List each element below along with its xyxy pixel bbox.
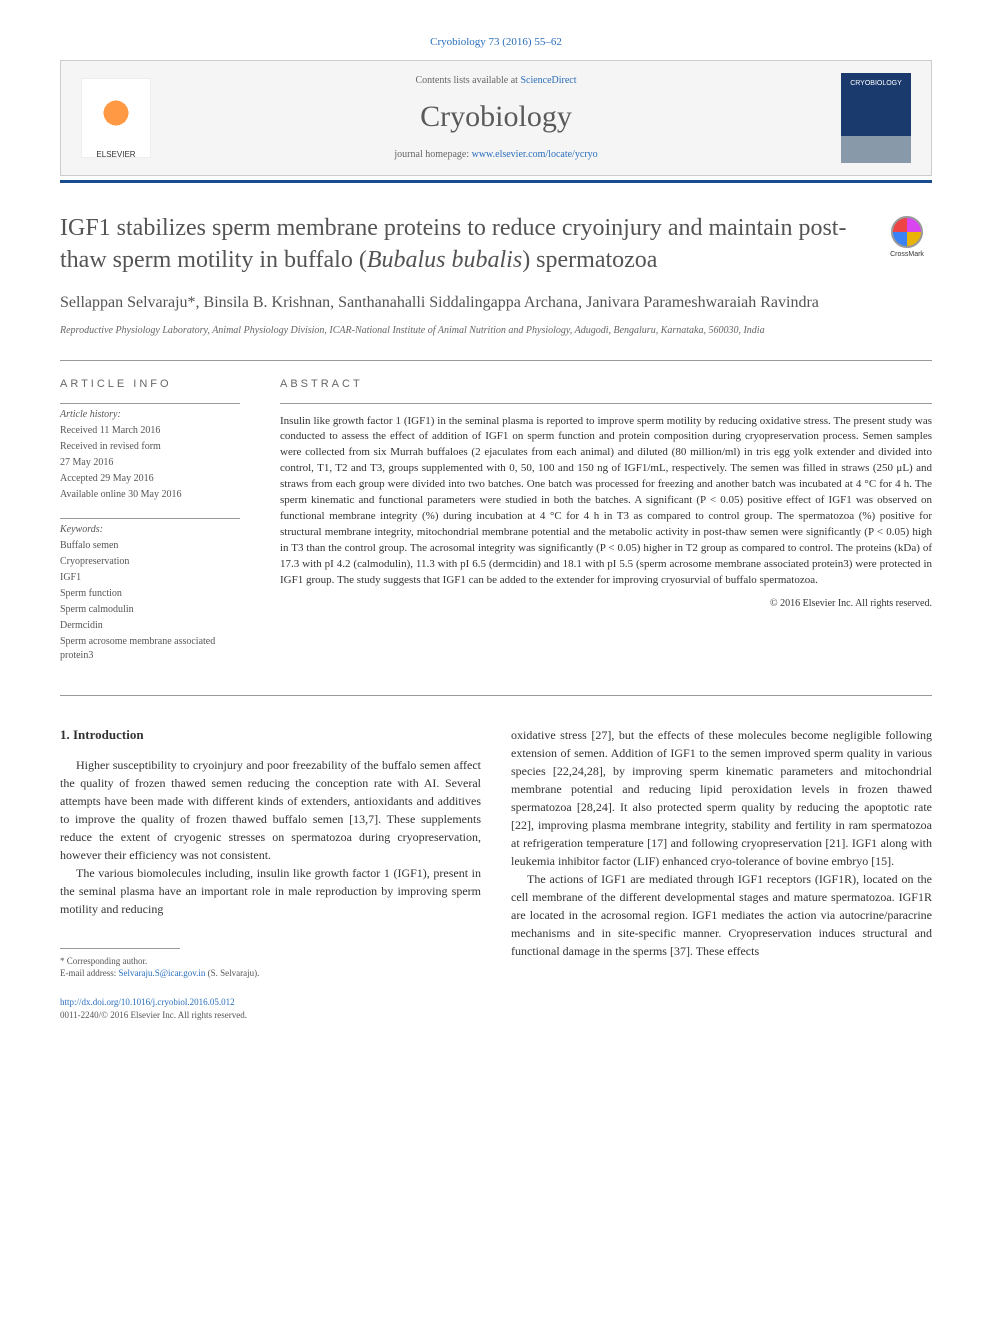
sciencedirect-link[interactable]: ScienceDirect xyxy=(520,75,576,86)
article-info-heading: ARTICLE INFO xyxy=(60,377,240,392)
journal-header-box: Contents lists available at ScienceDirec… xyxy=(60,60,932,176)
body-col-right: oxidative stress [27], but the effects o… xyxy=(511,726,932,1022)
header-center: Contents lists available at ScienceDirec… xyxy=(151,74,841,162)
abstract-text: Insulin like growth factor 1 (IGF1) in t… xyxy=(280,414,932,589)
footnote-divider xyxy=(60,948,180,949)
doi-link[interactable]: http://dx.doi.org/10.1016/j.cryobiol.201… xyxy=(60,997,235,1007)
body-paragraph: oxidative stress [27], but the effects o… xyxy=(511,726,932,870)
history-heading: Article history: xyxy=(60,408,240,422)
homepage-link[interactable]: www.elsevier.com/locate/ycryo xyxy=(472,149,598,160)
crossmark-badge[interactable]: CrossMark xyxy=(882,213,932,263)
header-citation: Cryobiology 73 (2016) 55–62 xyxy=(60,35,932,50)
body-col-left: 1. Introduction Higher susceptibility to… xyxy=(60,726,481,1022)
keyword: IGF1 xyxy=(60,571,240,585)
contents-line: Contents lists available at ScienceDirec… xyxy=(151,74,841,88)
body-paragraph: The various biomolecules including, insu… xyxy=(60,864,481,918)
email-footnote: E-mail address: Selvaraju.S@icar.gov.in … xyxy=(60,967,481,980)
history-line: Available online 30 May 2016 xyxy=(60,488,240,502)
journal-name: Cryobiology xyxy=(151,96,841,138)
authors-line: Sellappan Selvaraju*, Binsila B. Krishna… xyxy=(60,292,932,314)
article-info-column: ARTICLE INFO Article history: Received 1… xyxy=(60,377,260,664)
divider-2 xyxy=(60,695,932,696)
keyword: Cryopreservation xyxy=(60,555,240,569)
homepage-line: journal homepage: www.elsevier.com/locat… xyxy=(151,148,841,162)
info-divider-1 xyxy=(60,403,240,404)
elsevier-tree-icon xyxy=(91,91,141,146)
crossmark-icon xyxy=(891,216,923,248)
abstract-heading: ABSTRACT xyxy=(280,377,932,392)
history-line: Accepted 29 May 2016 xyxy=(60,472,240,486)
email-label: E-mail address: xyxy=(60,968,118,978)
body-paragraph: The actions of IGF1 are mediated through… xyxy=(511,870,932,960)
author-email-link[interactable]: Selvaraju.S@icar.gov.in xyxy=(118,968,205,978)
homepage-prefix: journal homepage: xyxy=(394,149,471,160)
info-divider-2 xyxy=(60,518,240,519)
keyword: Sperm acrosome membrane associated prote… xyxy=(60,635,240,663)
body-paragraph: Higher susceptibility to cryoinjury and … xyxy=(60,756,481,864)
email-suffix: (S. Selvaraju). xyxy=(205,968,259,978)
footer-bar: http://dx.doi.org/10.1016/j.cryobiol.201… xyxy=(60,996,481,1021)
crossmark-label: CrossMark xyxy=(890,250,924,260)
journal-cover-thumbnail: CRYOBIOLOGY xyxy=(841,73,911,163)
section-heading-introduction: 1. Introduction xyxy=(60,726,481,744)
history-line: Received 11 March 2016 xyxy=(60,424,240,438)
keyword: Sperm calmodulin xyxy=(60,603,240,617)
title-part-2: ) spermatozoa xyxy=(522,247,657,273)
elsevier-logo xyxy=(81,78,151,158)
keyword: Dermcidin xyxy=(60,619,240,633)
abstract-column: ABSTRACT Insulin like growth factor 1 (I… xyxy=(260,377,932,664)
body-columns: 1. Introduction Higher susceptibility to… xyxy=(60,726,932,1022)
affiliation: Reproductive Physiology Laboratory, Anim… xyxy=(60,324,932,338)
article-title: IGF1 stabilizes sperm membrane proteins … xyxy=(60,213,862,275)
title-italic: Bubalus bubalis xyxy=(367,247,522,273)
keywords-heading: Keywords: xyxy=(60,523,240,537)
header-underline-bar xyxy=(60,180,932,183)
divider-1 xyxy=(60,360,932,361)
history-line: 27 May 2016 xyxy=(60,456,240,470)
history-line: Received in revised form xyxy=(60,440,240,454)
keyword: Buffalo semen xyxy=(60,539,240,553)
keyword: Sperm function xyxy=(60,587,240,601)
abstract-copyright: © 2016 Elsevier Inc. All rights reserved… xyxy=(280,597,932,611)
issn-copyright: 0011-2240/© 2016 Elsevier Inc. All right… xyxy=(60,1010,247,1020)
contents-prefix: Contents lists available at xyxy=(415,75,520,86)
corresponding-author-footnote: * Corresponding author. xyxy=(60,955,481,968)
